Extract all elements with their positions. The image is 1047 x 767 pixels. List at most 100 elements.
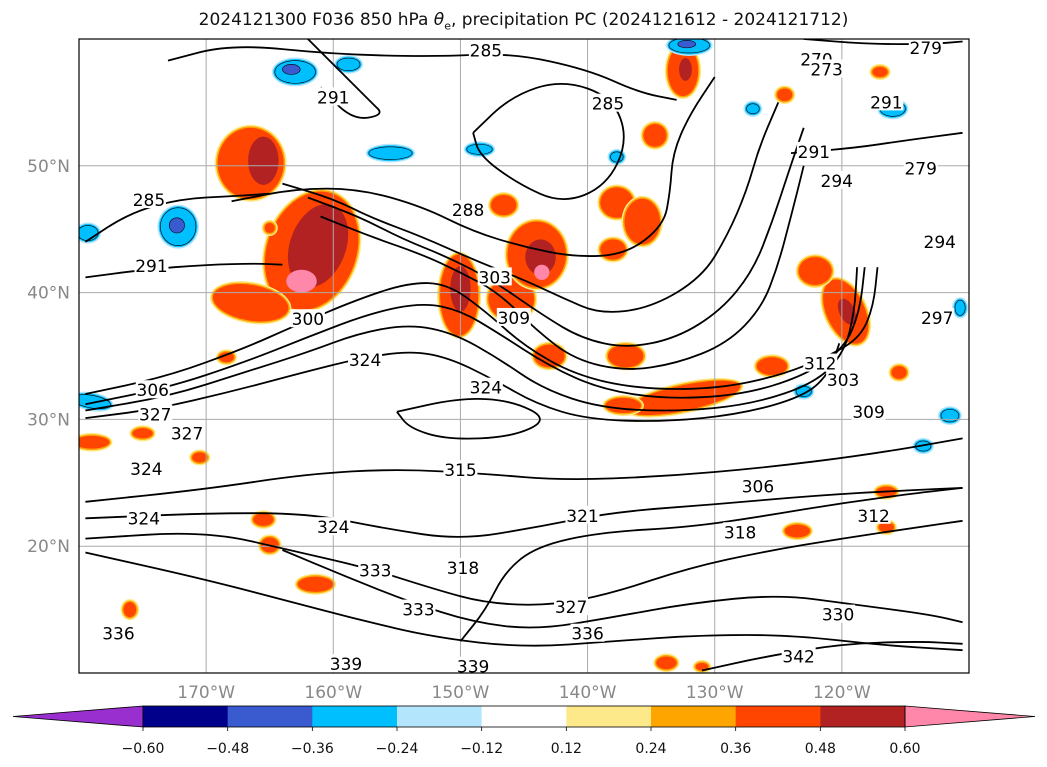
chart-title-suffix: , precipitation PC (2024121612 - 2024121… <box>450 10 849 30</box>
contour-label-20: 318 <box>447 559 479 579</box>
precip-patch-55 <box>954 299 966 316</box>
contour-label-bg-12 <box>138 404 173 423</box>
contour-label-bg-25 <box>554 597 589 616</box>
contour-label-bg-27 <box>101 623 136 642</box>
contour-label-bg-33 <box>826 370 861 389</box>
precip-patch-18 <box>837 298 857 325</box>
precip-patch-27 <box>132 428 153 439</box>
contour-label-4: 291 <box>135 257 167 277</box>
contour-label-30: 339 <box>330 655 362 675</box>
colorbar-outline <box>142 705 906 728</box>
contour-label-22: 312 <box>857 507 889 527</box>
colorbar-tick-label-2: −0.36 <box>291 741 334 757</box>
precip-patch-31 <box>192 452 208 463</box>
contour-label-bg-2 <box>131 190 166 209</box>
contour-label-bg-34 <box>851 401 886 420</box>
lon-tick-label-1: 160°W <box>304 683 362 703</box>
contour-label-bg-26 <box>570 623 605 642</box>
contour-label-34: 309 <box>852 403 884 423</box>
precip-patch-33 <box>891 366 907 379</box>
contour-label-31: 339 <box>457 658 489 678</box>
colorbar-segment-1 <box>227 706 313 727</box>
precip-patch-16 <box>605 397 641 414</box>
precip-patch-26 <box>79 435 110 449</box>
contour-label-1: 285 <box>592 95 624 115</box>
precip-patch-19 <box>798 257 832 285</box>
precip-patch-14 <box>607 344 644 368</box>
contour-label-12: 327 <box>139 405 171 425</box>
precip-patch-35 <box>878 522 894 533</box>
colorbar-tick-label-8: 0.48 <box>805 741 836 757</box>
contour-label-bg-23 <box>358 560 393 579</box>
contour-label-42: 279 <box>904 159 936 179</box>
contour-label-bg-7 <box>496 307 531 326</box>
chart-title-theta-sub: e <box>444 19 451 33</box>
precip-patch-25 <box>643 123 667 147</box>
contour-label-17: 315 <box>444 461 476 481</box>
precip-patch-59 <box>79 394 111 410</box>
contour-label-33: 303 <box>827 371 859 391</box>
precip-patch-13 <box>534 344 565 368</box>
contour-321-7 <box>85 487 963 538</box>
lon-tick-label-0: 170°W <box>177 683 235 703</box>
chart-title-prefix: 2024121300 F036 850 hPa <box>198 10 434 30</box>
contour-330-10 <box>282 549 963 629</box>
contour-label-19: 306 <box>742 478 774 498</box>
contour-label-bg-9 <box>348 349 383 368</box>
contour-label-29: 342 <box>782 648 814 668</box>
contour-297-15 <box>307 127 805 347</box>
contour-label-bg-18 <box>565 505 600 524</box>
contour-label-bg-31 <box>456 656 491 673</box>
contour-label-32: 312 <box>804 355 836 375</box>
precip-patch-39 <box>777 88 793 102</box>
contour-label-bg-37 <box>869 92 904 111</box>
lat-tick-label-0: 20°N <box>27 537 70 557</box>
colorbar-segment-6 <box>651 706 737 727</box>
contour-label-26: 336 <box>571 625 603 645</box>
colorbar-tick-label-7: 0.36 <box>720 741 751 757</box>
contour-label-bg-39 <box>908 39 943 56</box>
contour-label-bg-14 <box>129 458 164 477</box>
contour-label-bg-38 <box>819 171 854 190</box>
precip-patch-38 <box>695 662 709 671</box>
precip-patch-11 <box>534 264 550 280</box>
contour-label-bg-3 <box>316 87 351 106</box>
contour-336-11 <box>85 551 963 652</box>
contour-label-bg-43 <box>922 231 957 250</box>
contour-label-bg-10 <box>468 377 503 396</box>
theta-e-contours <box>84 39 963 672</box>
contour-labels: 2852852852912912883033093003243243063273… <box>101 39 957 678</box>
contour-label-37: 291 <box>870 93 902 113</box>
precip-patch-21 <box>624 198 661 245</box>
contour-label-bg-11 <box>135 380 170 399</box>
contour-label-bg-24 <box>401 599 436 618</box>
precip-patch-28 <box>253 513 274 526</box>
precip-patch-24 <box>679 58 692 81</box>
contour-306-3 <box>85 267 866 406</box>
colorbar-extend-low <box>12 705 144 728</box>
contour-324-5 <box>85 343 841 422</box>
precip-patch-42 <box>218 352 235 363</box>
contour-318-8 <box>459 487 963 642</box>
colorbar-segment-7 <box>735 706 821 727</box>
contour-label-bg-20 <box>445 557 480 576</box>
contour-label-bg-17 <box>443 460 478 479</box>
contour-label-3: 291 <box>317 88 349 108</box>
precip-patch-40 <box>872 66 888 78</box>
lon-tick-label-5: 120°W <box>813 683 871 703</box>
contour-label-16: 324 <box>317 518 349 538</box>
colorbar: −0.60 −0.48 −0.36 −0.24 −0.12 0.12 0.24 0.36 0.4… <box>12 705 1036 757</box>
contour-label-8: 300 <box>292 310 324 330</box>
colorbar-tick-label-3: −0.24 <box>376 741 419 757</box>
colorbar-segment-8 <box>820 706 906 727</box>
colorbar-tick-label-0: −0.60 <box>122 741 165 757</box>
precip-patch-61 <box>746 103 760 115</box>
contour-label-bg-30 <box>329 654 363 673</box>
lat-tick-label-1: 30°N <box>27 410 70 430</box>
precip-patch-2 <box>286 269 317 293</box>
contour-label-bg-19 <box>740 476 775 495</box>
contour-291-1 <box>85 262 283 279</box>
contour-label-bg-36 <box>796 141 831 160</box>
contour-label-bg-1 <box>590 93 625 112</box>
